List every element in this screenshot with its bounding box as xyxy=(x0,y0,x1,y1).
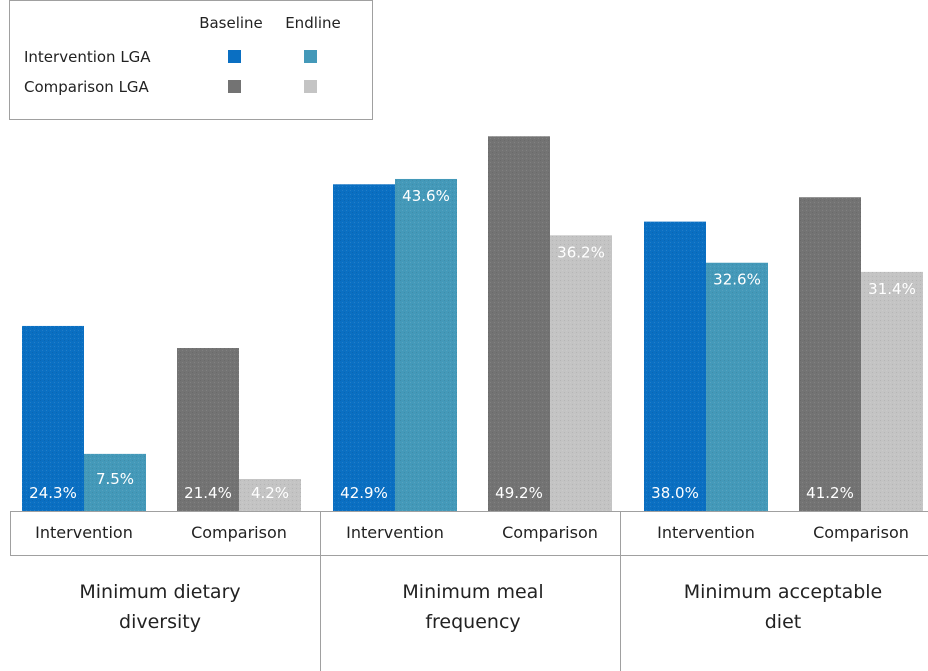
group-label-3-line-1: Minimum acceptable xyxy=(684,581,883,603)
legend-column-endline: Endline xyxy=(285,14,341,32)
bar-g3-comparison-baseline-texture xyxy=(799,197,861,511)
tick-label-g1-intervention: Intervention xyxy=(35,523,133,542)
bar-g2-intervention-endline-texture xyxy=(395,178,457,511)
bar-g2-comparison-baseline-label: 49.2% xyxy=(495,484,543,502)
legend-column-baseline: Baseline xyxy=(199,14,263,32)
tick-label-g3-comparison: Comparison xyxy=(813,523,909,542)
tick-label-g2-intervention: Intervention xyxy=(346,523,444,542)
bar-g1-intervention-baseline-label: 24.3% xyxy=(29,484,77,502)
bar-g2-comparison-endline-texture xyxy=(550,235,612,512)
bar-g3-intervention-baseline-label: 38.0% xyxy=(651,484,699,502)
tick-label-g1-comparison: Comparison xyxy=(191,523,287,542)
category-axis: Intervention Comparison Minimum dietary div… xyxy=(10,511,928,671)
legend-swatch-comparison-baseline xyxy=(228,80,241,93)
bar-g1-intervention-endline-label: 7.5% xyxy=(96,470,134,488)
bar-g3-intervention-baseline-texture xyxy=(644,221,706,511)
group-label-2-line-1: Minimum meal xyxy=(402,581,543,603)
bar-g2-comparison-endline-label: 36.2% xyxy=(557,243,605,261)
bar-g3-comparison-endline-label: 31.4% xyxy=(868,280,916,298)
legend-swatch-intervention-baseline xyxy=(228,50,241,63)
bar-g3-intervention-endline-label: 32.6% xyxy=(713,271,761,289)
bar-g2-intervention-baseline-label: 42.9% xyxy=(340,484,388,502)
bar-g1-intervention-endline-texture xyxy=(84,453,146,511)
bar-g3-comparison-endline-texture xyxy=(861,271,923,511)
bar-g1-comparison-baseline-label: 21.4% xyxy=(184,484,232,502)
group-label-1-line-2: diversity xyxy=(119,611,201,633)
legend: Baseline Endline Intervention LGA Compariso… xyxy=(9,0,373,120)
group-label-3-line-2: diet xyxy=(765,611,801,633)
tick-label-g2-comparison: Comparison xyxy=(502,523,598,542)
bar-g1-comparison-endline-texture xyxy=(239,479,301,511)
bar-g1-comparison-baseline-texture xyxy=(177,348,239,511)
group-label-2-line-2: frequency xyxy=(425,611,520,633)
legend-swatch-intervention-endline xyxy=(304,50,317,63)
legend-row-comparison: Comparison LGA xyxy=(24,78,150,96)
bar-g2-intervention-baseline-texture xyxy=(333,184,395,512)
bar-g1-intervention-baseline-texture xyxy=(22,325,84,511)
legend-row-intervention: Intervention LGA xyxy=(24,48,151,66)
bar-g1-comparison-endline-label: 4.2% xyxy=(251,484,289,502)
legend-swatch-comparison-endline xyxy=(304,80,317,93)
bar-g3-intervention-endline-texture xyxy=(706,262,768,511)
bar-g2-intervention-endline-label: 43.6% xyxy=(402,187,450,205)
bars-layer: 24.3% 7.5% 21.4% 4.2% 42.9% 43.6% 49.2% 36.2% 38… xyxy=(22,136,923,512)
bar-g2-comparison-baseline-texture xyxy=(488,136,550,512)
group-label-1-line-1: Minimum dietary xyxy=(79,581,240,603)
tick-label-g3-intervention: Intervention xyxy=(657,523,755,542)
bar-g3-comparison-baseline-label: 41.2% xyxy=(806,484,854,502)
